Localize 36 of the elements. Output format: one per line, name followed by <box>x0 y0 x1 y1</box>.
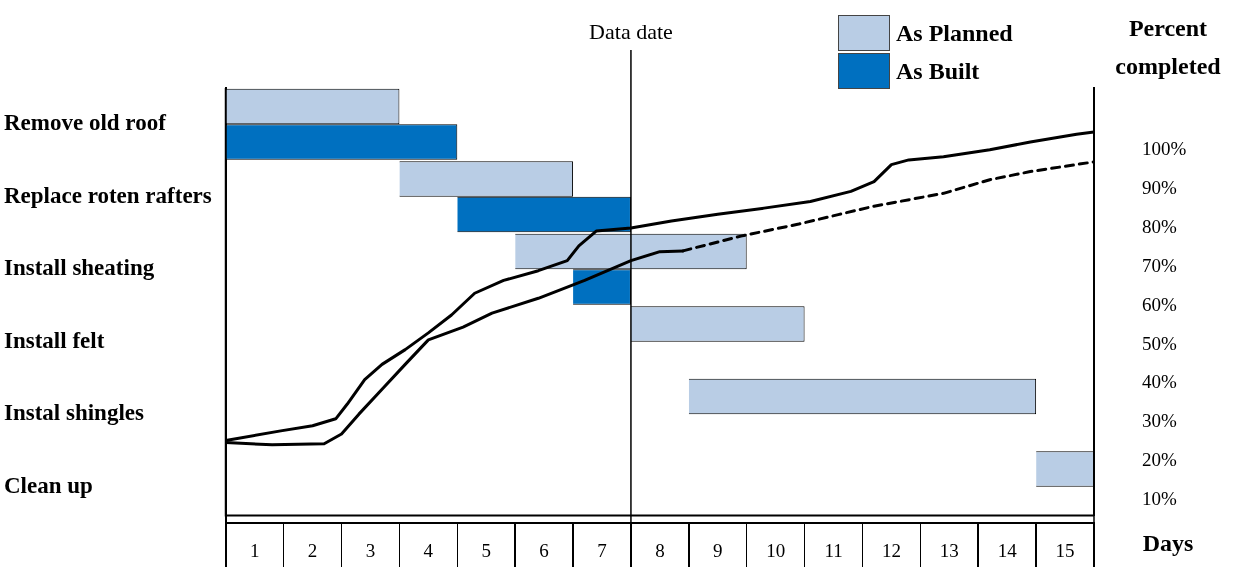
x-tick-label: 4 <box>423 540 434 562</box>
y-axis-title: Percent completed <box>1115 15 1222 80</box>
x-tick-label: 12 <box>881 540 901 562</box>
y-tick-label: 90% <box>1142 177 1177 199</box>
y-tick-label: 40% <box>1142 371 1177 393</box>
x-axis-title: Days <box>1142 530 1194 557</box>
y-tick-label: 70% <box>1142 254 1177 276</box>
y-tick-label: 20% <box>1142 449 1177 471</box>
x-tick-label: 3 <box>365 540 376 562</box>
x-tick-label: 14 <box>997 540 1018 562</box>
x-tick-label: 2 <box>307 540 318 562</box>
y-tick-label: Replace roten rafters <box>4 182 212 208</box>
y-tick-label: 60% <box>1142 293 1177 315</box>
y-tick-label: Remove old roof <box>4 110 167 136</box>
y-tick-label: 50% <box>1142 332 1177 354</box>
y-tick-label: Install felt <box>4 327 105 353</box>
y-tick-label: Install sheating <box>4 255 155 281</box>
x-tick-label: 13 <box>939 540 959 562</box>
y-tick-label: 10% <box>1142 488 1177 510</box>
x-tick-label: 5 <box>481 540 491 562</box>
legend-label: As Built <box>896 57 980 85</box>
y-tick-label: 80% <box>1142 215 1177 237</box>
x-tick-label: 1 <box>249 540 260 562</box>
x-tick-label: 6 <box>539 540 549 562</box>
x-tick-label: 15 <box>1055 540 1075 562</box>
y-tick-label: Instal shingles <box>4 400 145 426</box>
y-tick-label: 30% <box>1142 410 1177 432</box>
x-tick-label: 9 <box>713 540 723 562</box>
ref-line-label: Data date <box>589 18 673 44</box>
legend-label: As Planned <box>896 19 1013 47</box>
x-tick-label: 8 <box>655 540 665 562</box>
y-tick-label: 100% <box>1142 138 1187 160</box>
y-tick-label: Clean up <box>4 472 93 498</box>
x-tick-label: 7 <box>597 540 607 562</box>
x-tick-label: 10 <box>766 540 786 562</box>
x-tick-label: 11 <box>824 540 843 562</box>
